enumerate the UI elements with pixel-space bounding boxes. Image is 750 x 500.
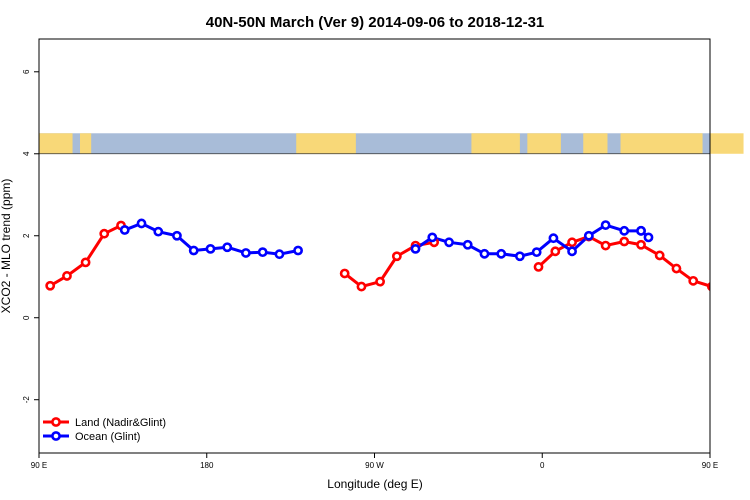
- series-group: [45, 218, 749, 292]
- map-band-land-3: [471, 133, 520, 154]
- series-1-point: [136, 218, 147, 229]
- series-0-point: [339, 268, 350, 279]
- x-axis-label: Longitude (deg E): [327, 477, 422, 491]
- map-band-land-7: [710, 133, 744, 154]
- y-tick-label: -2: [22, 396, 31, 404]
- legend-label: Land (Nadir&Glint): [75, 417, 166, 429]
- x-axis: 90 E 180 90 W 0 90 E: [31, 453, 718, 470]
- series-0-point: [533, 262, 544, 272]
- y-tick-label: 2: [22, 233, 31, 238]
- map-band-ocean: [39, 133, 710, 154]
- x-tick-label: 90 E: [31, 461, 47, 470]
- series-0-point: [688, 275, 699, 286]
- series-1-point: [636, 225, 646, 236]
- y-tick-label: 4: [22, 151, 31, 156]
- legend: Land (Nadir&Glint) Ocean (Glint): [43, 417, 166, 443]
- series-0-point: [567, 237, 577, 248]
- series-1-point: [410, 243, 421, 254]
- legend-item: Ocean (Glint): [43, 431, 140, 443]
- map-band: [39, 133, 744, 155]
- map-band-land-2: [296, 133, 356, 154]
- series-1-point: [600, 220, 611, 230]
- series-0-point: [654, 250, 665, 261]
- y-tick-label: 6: [22, 69, 31, 74]
- series-0-point: [375, 276, 385, 287]
- series-0-point: [391, 251, 402, 262]
- series-0-point: [99, 228, 110, 239]
- series-0-point: [550, 246, 561, 257]
- series-1-point: [479, 248, 490, 259]
- x-tick-label: 90 E: [702, 461, 718, 470]
- legend-swatch-marker: [51, 431, 61, 441]
- y-axis: -2 0 2 4 6: [22, 69, 39, 403]
- series-1-point: [462, 239, 473, 250]
- series-1-point: [567, 246, 577, 257]
- series-1-point: [583, 230, 594, 241]
- series-1-point: [153, 226, 164, 237]
- series-1-point: [643, 232, 654, 243]
- series-0-point: [742, 258, 749, 265]
- x-tick-label: 180: [200, 461, 214, 470]
- y-axis-label: XCO2 - MLO trend (ppm): [0, 179, 13, 314]
- series-1-point: [172, 230, 182, 241]
- map-band-land-6: [620, 133, 703, 154]
- series-0-point: [671, 263, 682, 274]
- series-1-point: [531, 247, 542, 258]
- series-0-point: [725, 272, 732, 279]
- y-tick-label: 0: [22, 315, 31, 320]
- series-1-point: [496, 248, 507, 259]
- series-1-point: [188, 245, 199, 256]
- series-0-point: [356, 281, 367, 292]
- series-0-line-0: [49, 224, 122, 288]
- series-0-point: [619, 236, 630, 247]
- series-0-point: [80, 257, 91, 268]
- series-1-point: [274, 249, 285, 260]
- map-band-land-4: [527, 133, 561, 154]
- series-1-point: [119, 225, 130, 235]
- series-0-point: [45, 280, 56, 291]
- series-1-point: [257, 247, 268, 258]
- chart-title: 40N-50N March (Ver 9) 2014-09-06 to 2018…: [206, 14, 545, 31]
- x-tick-label: 0: [540, 461, 545, 470]
- series-1-point: [427, 232, 438, 243]
- series-0-point: [706, 282, 710, 292]
- series-0-line-1: [343, 240, 435, 289]
- series-0-point: [62, 271, 72, 281]
- series-1-point: [548, 233, 559, 244]
- series-1-point: [444, 237, 454, 248]
- x-tick-label: 90 W: [365, 461, 384, 470]
- series-1-point: [222, 242, 233, 253]
- series-0-point: [600, 240, 611, 251]
- map-band-land-0: [39, 133, 73, 154]
- series-1-point: [293, 245, 303, 256]
- series-1-point: [619, 225, 630, 236]
- series-1-point: [240, 248, 251, 258]
- legend-item: Land (Nadir&Glint): [43, 417, 166, 429]
- legend-swatch-marker: [51, 417, 61, 427]
- series-1-point: [205, 243, 216, 254]
- map-band-land-1: [80, 133, 92, 154]
- series-0-point: [636, 239, 646, 250]
- map-band-land-5: [583, 133, 608, 154]
- series-1-point: [514, 251, 525, 262]
- legend-label: Ocean (Glint): [75, 431, 140, 443]
